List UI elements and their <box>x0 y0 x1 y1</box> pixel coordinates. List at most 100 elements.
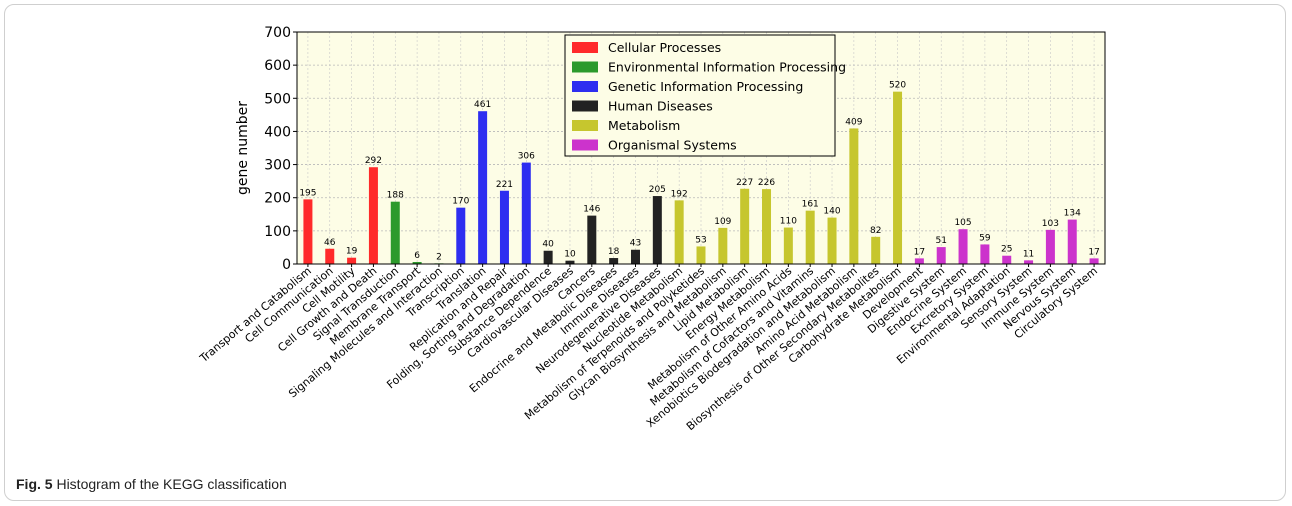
data-label-27: 520 <box>889 81 906 91</box>
y-tick-label: 500 <box>264 91 291 107</box>
bar-11 <box>543 250 553 264</box>
bar-24 <box>827 217 837 264</box>
data-label-32: 25 <box>1001 245 1012 255</box>
bar-8 <box>478 111 488 264</box>
bar-7 <box>456 207 466 264</box>
data-label-6: 2 <box>436 252 442 262</box>
data-label-16: 205 <box>649 185 666 195</box>
bar-17 <box>674 200 684 264</box>
y-axis-label: gene number <box>235 101 251 195</box>
bar-35 <box>1067 219 1077 264</box>
caption-text: Histogram of the KEGG classification <box>52 476 287 492</box>
legend-label-4: Metabolism <box>608 118 680 133</box>
bar-15 <box>630 249 640 264</box>
kegg-bar-chart: 0 100 200 300 400 500 600 700 195 Transport and C… <box>197 25 1106 433</box>
data-label-9: 221 <box>496 180 513 190</box>
figure-caption: Fig. 5 Histogram of the KEGG classificat… <box>16 476 287 492</box>
data-label-4: 188 <box>387 191 404 201</box>
bar-10 <box>521 162 531 264</box>
bar-26 <box>871 236 881 264</box>
data-label-0: 195 <box>299 188 316 198</box>
caption-label: Fig. 5 <box>16 476 53 492</box>
data-label-14: 18 <box>608 247 620 257</box>
category-label-0: Transport and Catabolism <box>197 264 314 365</box>
legend-swatch-5 <box>572 139 598 151</box>
data-label-22: 110 <box>780 217 797 227</box>
data-label-13: 146 <box>583 205 600 215</box>
bar-36 <box>1089 258 1099 264</box>
bar-14 <box>609 258 619 264</box>
legend-label-3: Human Diseases <box>608 99 713 114</box>
legend-swatch-1 <box>572 61 598 73</box>
data-label-31: 59 <box>979 233 991 243</box>
data-label-15: 43 <box>630 239 641 249</box>
bar-34 <box>1045 229 1055 264</box>
data-label-26: 82 <box>870 226 881 236</box>
bar-25 <box>849 128 859 264</box>
bar-28 <box>914 258 924 264</box>
y-tick-label: 400 <box>264 124 291 140</box>
bar-2 <box>347 257 357 264</box>
legend-label-2: Genetic Information Processing <box>608 79 803 94</box>
bar-13 <box>587 215 597 264</box>
y-tick-label: 700 <box>264 25 291 41</box>
y-tick-label: 100 <box>264 224 291 240</box>
data-label-7: 170 <box>452 197 469 207</box>
data-label-17: 192 <box>671 189 688 199</box>
bar-16 <box>652 196 662 264</box>
data-label-3: 292 <box>365 156 382 166</box>
y-tick-label: 600 <box>264 58 291 74</box>
data-label-25: 409 <box>845 117 862 127</box>
data-label-20: 227 <box>736 178 753 188</box>
bar-21 <box>762 189 772 264</box>
data-label-5: 6 <box>414 251 420 261</box>
bar-29 <box>936 247 946 264</box>
data-label-19: 109 <box>714 217 731 227</box>
data-label-36: 17 <box>1088 247 1099 257</box>
bar-30 <box>958 229 968 264</box>
data-label-23: 161 <box>802 200 819 210</box>
legend-label-5: Organismal Systems <box>608 138 737 153</box>
bar-5 <box>412 262 422 264</box>
data-label-33: 11 <box>1023 249 1034 259</box>
data-label-30: 105 <box>954 218 971 228</box>
bar-27 <box>893 91 903 265</box>
data-label-11: 40 <box>542 240 554 250</box>
data-label-12: 10 <box>564 250 576 260</box>
plot-frame <box>296 31 1106 265</box>
data-label-1: 46 <box>324 238 336 248</box>
bar-23 <box>805 210 815 264</box>
bar-1 <box>325 248 335 264</box>
bar-19 <box>718 227 728 264</box>
legend-swatch-3 <box>572 100 598 112</box>
data-label-29: 51 <box>935 236 946 246</box>
legend-box <box>564 34 836 157</box>
bar-4 <box>390 201 400 264</box>
legend-label-0: Cellular Processes <box>608 40 721 55</box>
y-tick-label: 200 <box>264 191 291 207</box>
bar-22 <box>783 227 793 264</box>
data-label-34: 103 <box>1042 219 1059 229</box>
y-tick-label: 0 <box>282 257 291 273</box>
bar-12 <box>565 260 575 264</box>
bar-9 <box>499 190 509 264</box>
bar-33 <box>1024 260 1034 264</box>
y-tick-label: 300 <box>264 158 291 174</box>
data-label-28: 17 <box>914 247 925 257</box>
bar-18 <box>696 246 706 264</box>
data-label-10: 306 <box>518 152 535 162</box>
data-label-24: 140 <box>823 207 840 217</box>
bar-31 <box>980 244 990 264</box>
data-label-35: 134 <box>1064 209 1081 219</box>
legend-label-1: Environmental Information Processing <box>608 60 846 75</box>
data-label-18: 53 <box>695 235 706 245</box>
bar-0 <box>303 199 313 264</box>
legend-swatch-0 <box>572 42 598 53</box>
data-label-21: 226 <box>758 178 775 188</box>
data-label-8: 461 <box>474 100 491 110</box>
legend-swatch-2 <box>572 81 598 92</box>
legend-swatch-4 <box>572 120 598 131</box>
data-label-2: 19 <box>346 247 358 257</box>
bar-3 <box>368 167 378 264</box>
bar-20 <box>740 188 750 264</box>
